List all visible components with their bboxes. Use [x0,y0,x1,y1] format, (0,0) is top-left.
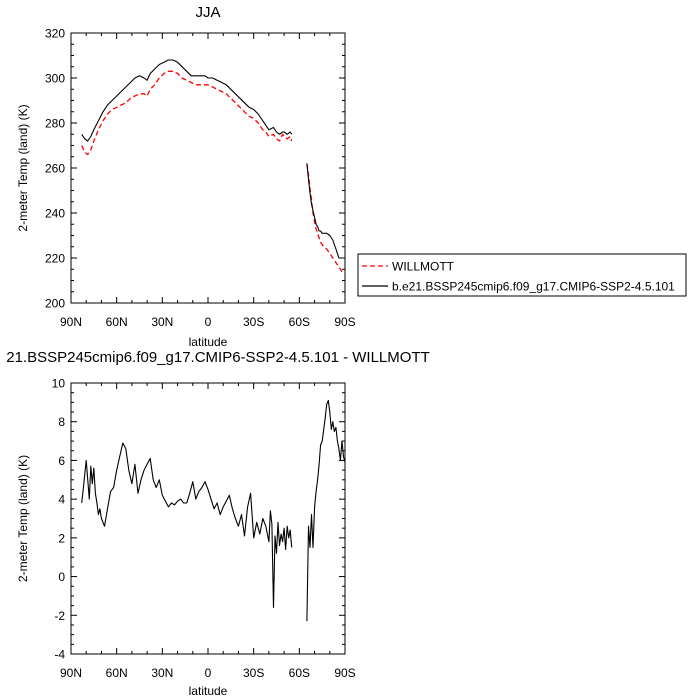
x-tick-label: 0 [205,666,212,680]
y-tick-label: -4 [54,648,65,662]
y-tick-label: 240 [45,207,65,221]
y-tick-label: 10 [52,377,66,391]
y-tick-label: 260 [45,162,65,176]
y-tick-label: 6 [58,454,65,468]
plot-frame [70,32,346,304]
x-tick-label: 0 [205,315,212,329]
y-tick-label: 280 [45,117,65,131]
chart-title: JJA [195,4,220,21]
x-tick-label: 30S [243,315,264,329]
x-tick-label: 90N [60,315,82,329]
y-tick-label: 0 [58,570,65,584]
y-tick-label: 2 [58,531,65,545]
x-tick-label: 90S [334,666,355,680]
x-axis-label: latitude [189,684,228,698]
y-tick-label: 200 [45,297,65,311]
bottom-chart: 21.BSSP245cmip6.f09_g17.CMIP6-SSP2-4.5.1… [6,349,430,698]
series-line-b-e21-bssp245cmip6-f09-g17-cmip6-ssp2-4-5-101-segment-1 [306,163,345,259]
y-tick-label: 8 [58,415,65,429]
legend-box [357,253,687,297]
x-tick-label: 30N [151,315,173,329]
y-tick-label: 300 [45,72,65,86]
x-tick-label: 90S [334,315,355,329]
series-line-willmott-segment-1 [306,163,345,273]
y-axis-label: 2-meter Temp (land) (K) [16,455,30,582]
y-tick-label: -2 [54,609,65,623]
y-tick-label: 4 [58,493,65,507]
x-tick-label: 90N [60,666,82,680]
x-tick-label: 60S [289,315,310,329]
series-line-difference-segment-0 [81,442,293,609]
x-tick-label: 30S [243,666,264,680]
y-tick-label: 220 [45,252,65,266]
chart-title: 21.BSSP245cmip6.f09_g17.CMIP6-SSP2-4.5.1… [6,349,430,366]
x-tick-label: 30N [151,666,173,680]
series-line-b-e21-bssp245cmip6-f09-g17-cmip6-ssp2-4-5-101-segment-0 [81,59,293,142]
top-chart: JJA 200 220 240 260 280 300 320 90N 60N 30N 0 30S 60S… [16,4,356,349]
y-axis-label: 2-meter Temp (land) (K) [16,104,30,231]
legend-label: b.e21.BSSP245cmip6.f09_g17.CMIP6-SSP2-4.… [392,280,675,294]
legend: WILLMOTT b.e21.BSSP245cmip6.f09_g17.CMIP6… [357,253,687,297]
legend-label: WILLMOTT [392,260,455,274]
x-tick-label: 60S [289,666,310,680]
x-tick-label: 60N [106,315,128,329]
series-line-difference-segment-1 [306,399,346,622]
x-tick-label: 60N [106,666,128,680]
series-line-willmott-segment-0 [81,70,293,156]
y-tick-label: 320 [45,27,65,41]
plot-frame [70,382,346,655]
x-axis-label: latitude [189,335,228,349]
